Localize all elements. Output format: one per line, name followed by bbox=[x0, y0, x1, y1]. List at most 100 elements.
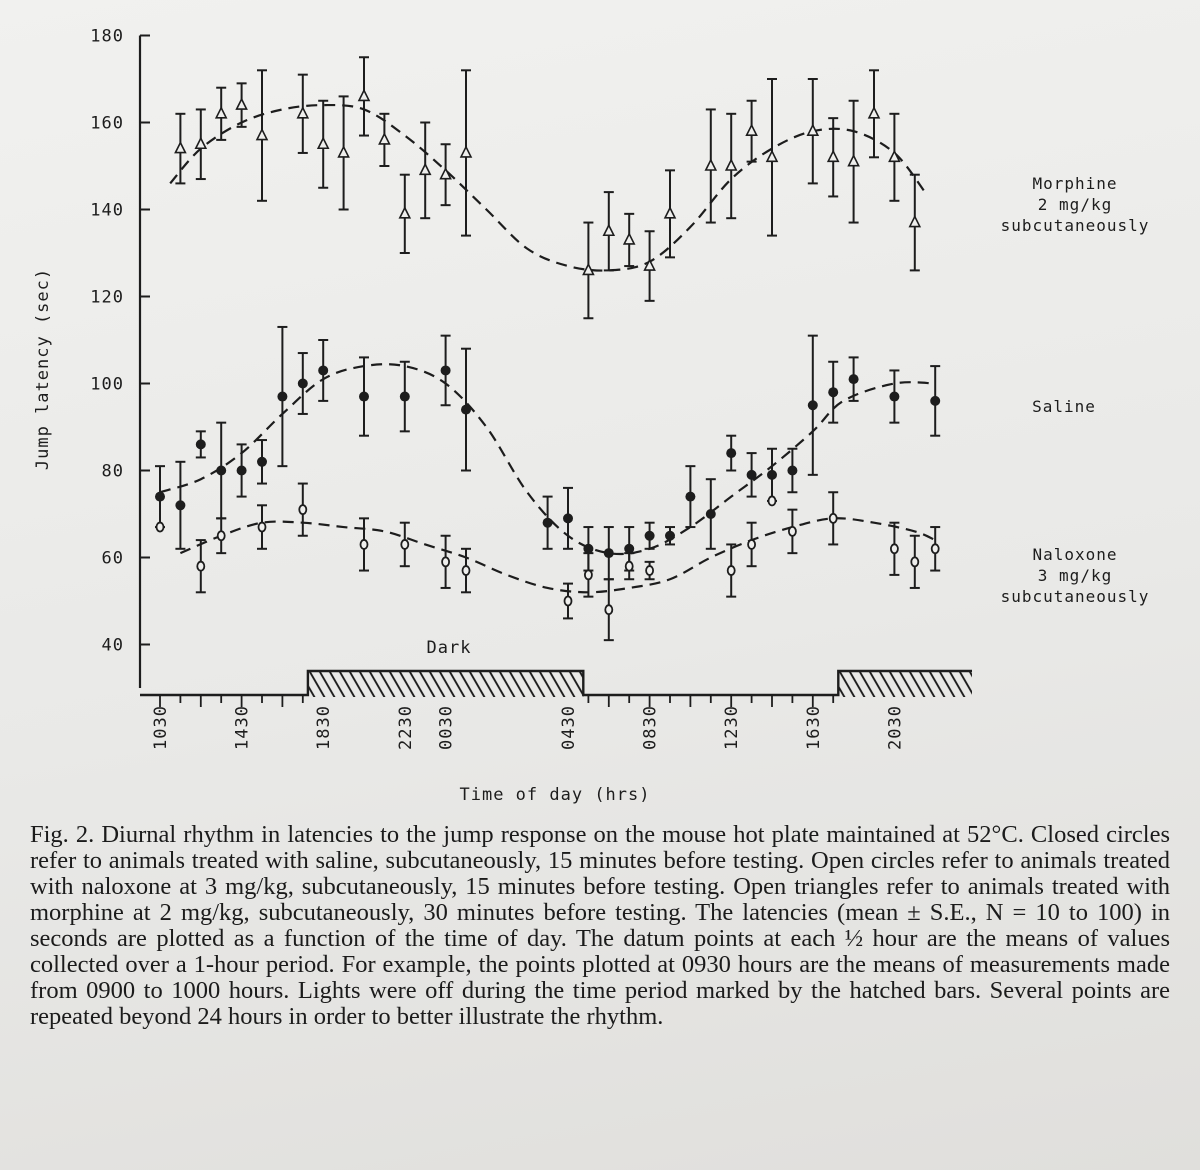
triangle-marker bbox=[418, 162, 432, 176]
open-circle-marker bbox=[890, 543, 899, 555]
y-tick-label: 140 bbox=[90, 201, 124, 221]
dark-period-hatch bbox=[307, 671, 584, 697]
open-circle-marker bbox=[257, 521, 267, 533]
diurnal-rhythm-chart: 40 60 80 100 120 140 160 180 1030 1430 1830 2230 00… bbox=[33, 27, 1150, 806]
morphine-data-point bbox=[316, 99, 330, 189]
x-tick-label: 2230 bbox=[396, 705, 416, 750]
saline-data-point bbox=[257, 439, 267, 485]
saline-data-point bbox=[359, 356, 369, 437]
triangle-marker bbox=[337, 145, 350, 158]
morphine-data-point bbox=[398, 173, 412, 254]
morphine-label-line: subcutaneously bbox=[1001, 216, 1150, 235]
saline-trend-line bbox=[159, 363, 936, 556]
open-circle-marker bbox=[910, 556, 920, 568]
triangle-marker bbox=[908, 214, 922, 228]
filled-circle-marker bbox=[542, 517, 553, 528]
open-circle-marker bbox=[930, 543, 940, 555]
figure-caption: Fig. 2. Diurnal rhythm in latencies to t… bbox=[30, 821, 1170, 1030]
y-axis: 40 60 80 100 120 140 160 180 bbox=[90, 27, 150, 688]
naloxone-data-point bbox=[461, 547, 471, 594]
open-circle-marker bbox=[584, 569, 593, 581]
morphine-data-point bbox=[378, 112, 391, 167]
naloxone-data-point bbox=[257, 504, 267, 550]
saline-data-point bbox=[461, 347, 471, 472]
filled-circle-marker bbox=[624, 543, 635, 554]
morphine-trend-line bbox=[169, 103, 926, 272]
y-tick-label: 100 bbox=[90, 375, 124, 395]
naloxone-data-point bbox=[563, 582, 573, 620]
filled-circle-marker bbox=[603, 548, 614, 559]
dark-bar-label: Dark bbox=[427, 638, 472, 658]
morphine-data-point bbox=[826, 117, 840, 198]
filled-circle-marker bbox=[787, 465, 798, 476]
saline-data-point bbox=[644, 521, 655, 550]
naloxone-data-point bbox=[828, 491, 839, 546]
morphine-label-line: Morphine bbox=[1032, 174, 1117, 193]
filled-circle-marker bbox=[563, 513, 573, 524]
triangle-marker bbox=[643, 258, 656, 271]
saline-data-point bbox=[277, 325, 288, 468]
morphine-data-point bbox=[194, 108, 208, 181]
filled-circle-marker bbox=[848, 374, 859, 385]
triangle-marker bbox=[255, 127, 269, 141]
open-circle-marker bbox=[359, 539, 369, 550]
saline-data-point bbox=[603, 526, 614, 581]
morphine-data-point bbox=[418, 121, 432, 220]
filled-circle-marker bbox=[195, 439, 206, 450]
naloxone-data-point bbox=[889, 521, 900, 576]
filled-circle-marker bbox=[359, 391, 369, 402]
open-circle-marker bbox=[788, 526, 797, 537]
morphine-data-point bbox=[582, 221, 595, 320]
morphine-data-point bbox=[847, 99, 860, 224]
triangle-marker bbox=[745, 123, 758, 136]
naloxone-data-point bbox=[644, 560, 655, 581]
triangle-marker bbox=[459, 145, 473, 158]
saline-data-point bbox=[542, 495, 553, 550]
saline-data-point bbox=[807, 334, 818, 476]
x-axis-label: Time of day (hrs) bbox=[460, 785, 651, 805]
naloxone-data-point bbox=[399, 521, 410, 568]
morphine-data-point bbox=[214, 86, 228, 141]
filled-circle-marker bbox=[440, 365, 451, 376]
x-tick-label: 1830 bbox=[314, 705, 334, 750]
filled-circle-marker bbox=[889, 391, 900, 402]
triangle-marker bbox=[888, 149, 901, 163]
morphine-data-point bbox=[235, 82, 248, 128]
y-tick-label: 120 bbox=[90, 288, 124, 308]
morphine-data-point bbox=[704, 108, 718, 224]
filled-circle-marker bbox=[399, 391, 410, 402]
saline-data-point bbox=[318, 339, 329, 402]
saline-data-point bbox=[195, 430, 206, 459]
data-points bbox=[155, 56, 941, 642]
saline-data-point bbox=[889, 369, 900, 424]
triangle-marker bbox=[194, 136, 208, 150]
naloxone-data-point bbox=[930, 526, 941, 572]
open-circle-marker bbox=[767, 495, 777, 507]
filled-circle-marker bbox=[257, 456, 267, 467]
filled-circle-marker bbox=[583, 543, 594, 554]
y-axis-label: Jump latency (sec) bbox=[33, 268, 53, 470]
triangle-marker bbox=[214, 106, 228, 119]
triangle-marker bbox=[765, 149, 779, 163]
triangle-marker bbox=[378, 132, 391, 145]
filled-circle-marker bbox=[767, 469, 777, 480]
morphine-data-point bbox=[663, 169, 677, 259]
triangle-marker bbox=[704, 158, 718, 171]
triangle-marker bbox=[724, 158, 738, 171]
y-tick-label: 60 bbox=[102, 549, 124, 569]
triangle-marker bbox=[847, 153, 860, 167]
filled-circle-marker bbox=[726, 448, 737, 459]
saline-data-point bbox=[583, 526, 594, 572]
morphine-data-point bbox=[643, 230, 656, 302]
saline-data-point bbox=[746, 452, 757, 498]
filled-circle-marker bbox=[665, 530, 675, 541]
triangle-marker bbox=[235, 97, 248, 110]
morphine-data-point bbox=[337, 95, 350, 211]
saline-data-point bbox=[236, 443, 247, 498]
triangle-marker bbox=[174, 140, 187, 154]
series-labels: Morphine 2 mg/kg subcutaneously Saline Nalox… bbox=[1001, 174, 1150, 606]
triangle-marker bbox=[602, 223, 616, 237]
morphine-data-point bbox=[357, 56, 371, 137]
naloxone-data-point bbox=[767, 495, 777, 507]
filled-circle-marker bbox=[277, 391, 288, 402]
